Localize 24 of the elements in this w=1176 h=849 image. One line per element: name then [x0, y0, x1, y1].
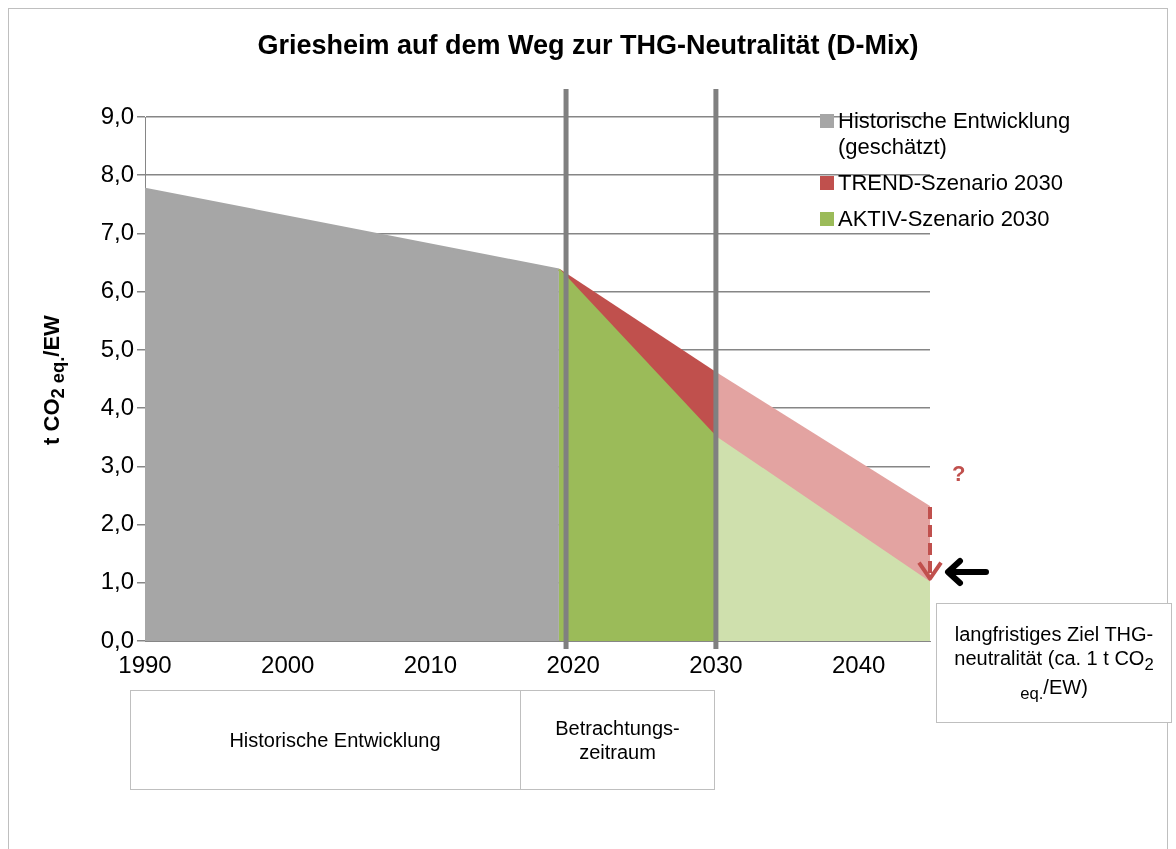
y-tick-label: 9,0 [100, 101, 134, 129]
y-tick-label: 3,0 [100, 450, 134, 478]
x-tick-label: 1990 [118, 651, 172, 679]
legend-label: TREND-Szenario 2030 [838, 170, 1063, 196]
text: Historische Entwicklung [229, 728, 441, 752]
y-tick-label: 0,0 [100, 625, 134, 653]
chart-title: Griesheim auf dem Weg zur THG-Neutralität (D-Mix) [256, 30, 920, 61]
text: langfristiges Ziel THG-neutralität (ca. 1 t CO$_{2}$ $_{eq.}$/EW) [954, 623, 1154, 703]
text: Betrachtungs-zeitraum [554, 716, 681, 764]
y-tick-label: 2,0 [100, 509, 134, 537]
legend-label: AKTIV-Szenario 2030 [838, 206, 1050, 232]
x-tick-label: 2000 [261, 651, 315, 679]
x-tick-label: 2030 [689, 651, 743, 679]
y-tick-label: 4,0 [100, 392, 134, 420]
x-tick-label: 2020 [546, 651, 600, 679]
text: ? [952, 461, 966, 487]
y-tick-label: 1,0 [100, 567, 134, 595]
y-tick-label: 8,0 [100, 159, 134, 187]
y-tick-label: 5,0 [100, 334, 134, 362]
legend-label: Historische Entwicklung (geschätzt) [838, 108, 1072, 160]
y-tick-label: 7,0 [100, 218, 134, 246]
y-tick-label: 6,0 [100, 276, 134, 304]
x-tick-label: 2040 [831, 651, 886, 679]
x-tick-label: 2010 [403, 651, 458, 679]
